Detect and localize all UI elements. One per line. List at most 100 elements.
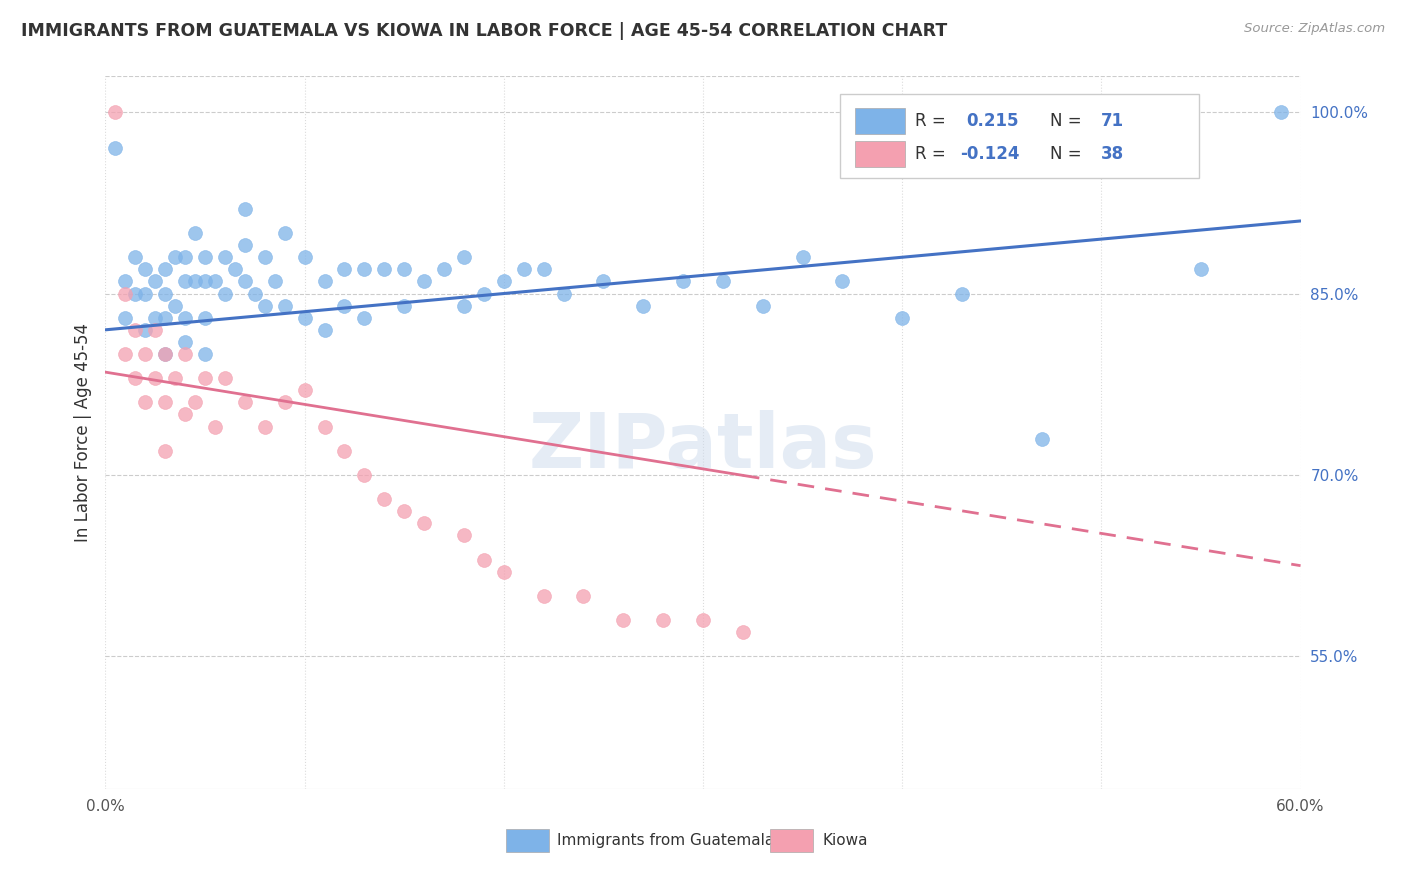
Text: IMMIGRANTS FROM GUATEMALA VS KIOWA IN LABOR FORCE | AGE 45-54 CORRELATION CHART: IMMIGRANTS FROM GUATEMALA VS KIOWA IN LA… (21, 22, 948, 40)
Point (124, 250, 146, 264)
Point (553, 286, 575, 301)
Point (153, 310, 177, 325)
Point (392, 262, 416, 277)
Text: R =: R = (914, 112, 950, 129)
Point (533, 262, 555, 277)
Point (214, 286, 236, 301)
Text: -0.124: -0.124 (960, 145, 1019, 163)
Text: Kiowa: Kiowa (823, 833, 868, 848)
Point (194, 347, 217, 361)
Point (652, 613, 675, 627)
Text: R =: R = (914, 145, 950, 163)
Point (672, 275, 695, 289)
Point (294, 250, 316, 264)
Point (233, 202, 256, 216)
Point (114, 347, 136, 361)
Point (731, 625, 754, 640)
Text: 0.215: 0.215 (966, 112, 1018, 129)
Point (153, 347, 177, 361)
Point (253, 419, 276, 434)
Point (174, 275, 197, 289)
Point (204, 275, 226, 289)
Point (692, 613, 714, 627)
Point (333, 443, 356, 458)
Point (124, 323, 146, 337)
Point (433, 262, 456, 277)
Point (134, 262, 156, 277)
Point (134, 323, 156, 337)
Point (751, 299, 773, 313)
Point (533, 589, 555, 603)
Point (891, 310, 914, 325)
Point (792, 250, 814, 264)
Point (314, 323, 336, 337)
Point (1270, 105, 1292, 120)
Point (153, 443, 177, 458)
Bar (506, 830, 548, 852)
Point (184, 275, 207, 289)
Point (124, 371, 146, 385)
Point (373, 492, 395, 507)
Point (472, 552, 495, 566)
Point (153, 347, 177, 361)
Point (124, 286, 146, 301)
Point (184, 226, 207, 240)
Point (333, 262, 356, 277)
Point (253, 250, 276, 264)
Text: N =: N = (1049, 145, 1081, 163)
Point (831, 275, 853, 289)
Point (174, 408, 197, 422)
Point (392, 504, 416, 518)
Text: Immigrants from Guatemala: Immigrants from Guatemala (557, 833, 775, 848)
Point (572, 589, 595, 603)
Point (353, 467, 375, 482)
Point (114, 286, 136, 301)
Point (453, 528, 475, 542)
Y-axis label: In Labor Force | Age 45-54: In Labor Force | Age 45-54 (73, 323, 91, 542)
Point (114, 310, 136, 325)
Bar (770, 830, 813, 852)
Bar (855, 108, 905, 134)
Point (174, 347, 197, 361)
Point (413, 516, 436, 531)
Point (153, 395, 177, 409)
Point (353, 310, 375, 325)
Point (333, 299, 356, 313)
Point (263, 275, 285, 289)
Point (194, 310, 217, 325)
Point (472, 286, 495, 301)
Point (165, 250, 187, 264)
Point (453, 299, 475, 313)
Point (143, 323, 166, 337)
Point (153, 286, 177, 301)
Text: 38: 38 (1101, 145, 1123, 163)
Point (214, 371, 236, 385)
Point (273, 395, 295, 409)
Point (104, 105, 127, 120)
Point (224, 262, 246, 277)
Point (214, 250, 236, 264)
Point (294, 384, 316, 398)
Text: N =: N = (1049, 112, 1081, 129)
Point (233, 238, 256, 252)
Point (314, 419, 336, 434)
Point (114, 275, 136, 289)
Point (204, 419, 226, 434)
Point (243, 286, 266, 301)
Bar (855, 142, 905, 167)
Point (174, 334, 197, 349)
Point (233, 275, 256, 289)
Point (194, 371, 217, 385)
Point (592, 275, 614, 289)
Point (143, 275, 166, 289)
Point (453, 250, 475, 264)
Point (104, 141, 127, 155)
Point (134, 347, 156, 361)
Point (373, 262, 395, 277)
Point (1189, 262, 1212, 277)
Point (513, 262, 536, 277)
Text: 71: 71 (1101, 112, 1123, 129)
Point (273, 226, 295, 240)
Point (492, 275, 515, 289)
Point (143, 310, 166, 325)
